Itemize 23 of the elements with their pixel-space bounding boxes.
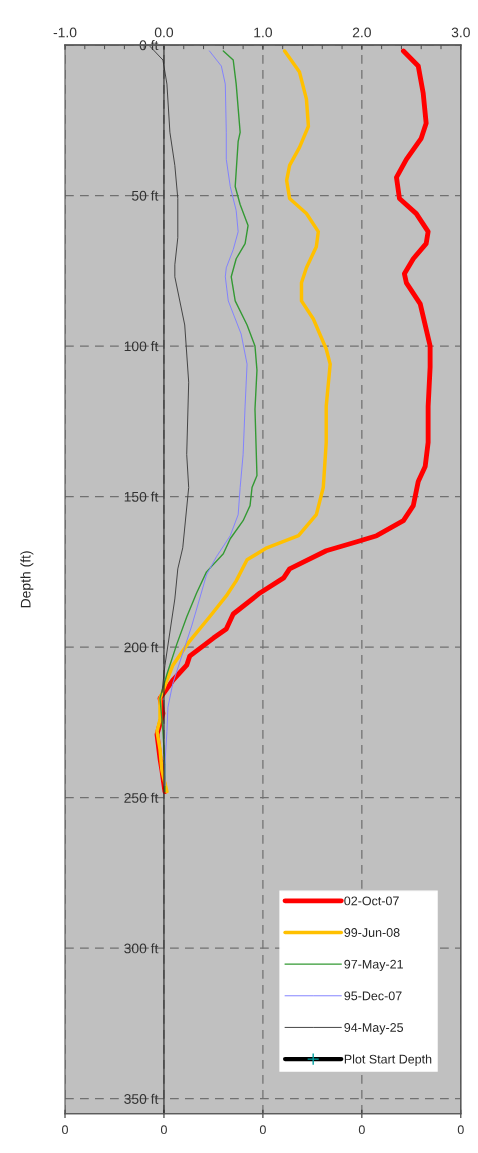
y-tick-label: 100 ft <box>124 341 159 352</box>
x-tick-label: 3.0 <box>451 27 470 38</box>
x-tick-label: 2.0 <box>352 27 371 38</box>
text: 0 <box>62 1125 68 1135</box>
legend-label: 95-Dec-07 <box>344 991 402 1001</box>
text: 0 <box>358 1125 365 1135</box>
legend-label: 97-May-21 <box>344 959 403 972</box>
text: 0 <box>259 1125 266 1135</box>
x-tick-label: 1.0 <box>254 27 273 38</box>
y-tick-label: 200 ft <box>124 642 159 653</box>
x-tick-label: -1.0 <box>53 27 77 38</box>
y-tick-label: 300 ft <box>124 943 159 954</box>
x-tick-label: 0.0 <box>154 27 174 38</box>
legend-label: 99-Jun-08 <box>344 928 400 937</box>
line-series <box>159 50 258 793</box>
text: 0 <box>160 1125 167 1135</box>
y-axis-title: Depth (ft) <box>20 551 34 608</box>
legend-label: Plot Start Depth <box>344 1054 432 1067</box>
legend-label: 02-Oct-07 <box>344 896 399 906</box>
y-tick-label: 50 ft <box>131 190 159 201</box>
legend-label: 94-May-25 <box>344 1023 404 1035</box>
line-series <box>164 50 248 787</box>
text: 0 <box>457 1125 464 1135</box>
